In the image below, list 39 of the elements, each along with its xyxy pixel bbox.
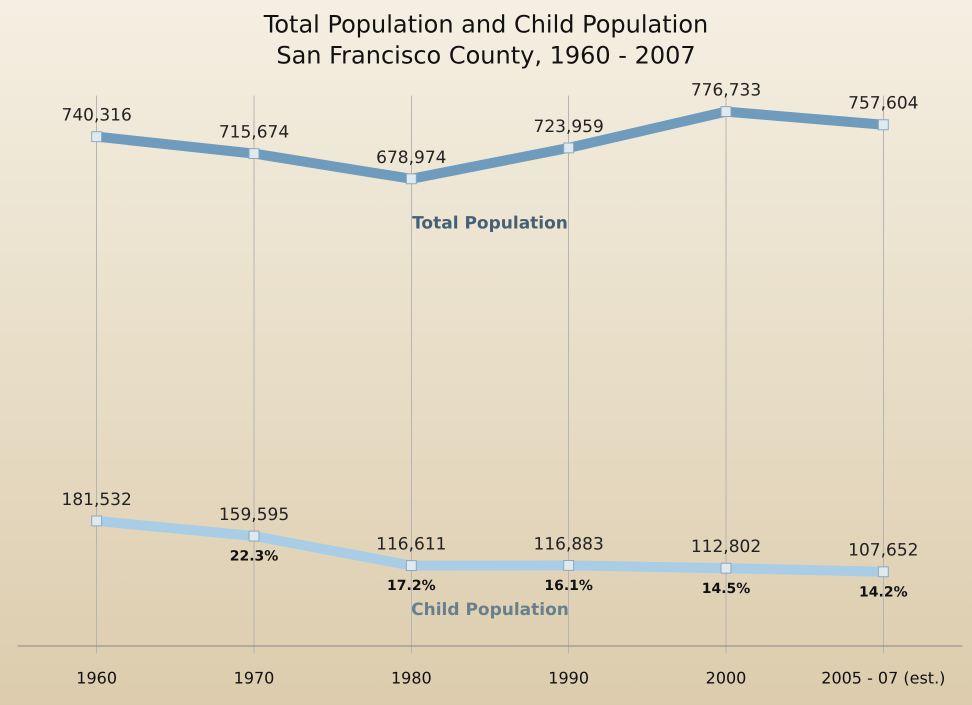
x-tick-label: 1960 bbox=[76, 668, 118, 688]
annotation: 17.2% bbox=[387, 578, 436, 594]
point bbox=[720, 106, 732, 118]
point bbox=[91, 131, 102, 142]
data-label: 107,652 bbox=[848, 540, 918, 561]
data-label: 181,532 bbox=[62, 490, 132, 510]
data-label: 757,604 bbox=[848, 94, 918, 114]
data-label: 740,316 bbox=[62, 106, 132, 126]
data-label: 715,674 bbox=[218, 122, 290, 143]
x-tick-label: 1980 bbox=[390, 668, 432, 688]
point bbox=[248, 530, 260, 542]
x-tick-label: 2000 bbox=[706, 668, 746, 688]
point bbox=[248, 148, 260, 160]
point bbox=[406, 173, 417, 184]
data-label: 116,883 bbox=[534, 534, 604, 554]
point bbox=[91, 516, 102, 526]
annotation: 14.5% bbox=[702, 580, 750, 597]
annotation: 14.2% bbox=[859, 584, 908, 600]
point bbox=[563, 560, 574, 571]
annotation: 16.1% bbox=[544, 578, 593, 594]
point bbox=[878, 119, 889, 130]
point bbox=[563, 142, 574, 154]
series-label: Child Population bbox=[411, 600, 569, 620]
point bbox=[720, 562, 732, 574]
x-tick-label: 1990 bbox=[548, 668, 590, 688]
data-label: 776,733 bbox=[690, 80, 762, 101]
data-label: 723,959 bbox=[534, 116, 604, 137]
chart-subtitle: San Francisco County, 1960 - 2007 bbox=[276, 41, 696, 70]
data-label: 116,611 bbox=[376, 534, 446, 555]
point bbox=[406, 560, 417, 572]
data-label: 678,974 bbox=[376, 148, 446, 168]
chart-title: Total Population and Child Population bbox=[262, 10, 708, 39]
series-label: Total Population bbox=[412, 213, 568, 234]
annotation: 22.3% bbox=[230, 548, 278, 565]
x-tick-label: 2005 - 07 (est.) bbox=[821, 668, 946, 688]
data-label: 112,802 bbox=[690, 537, 762, 558]
x-tick-label: 1970 bbox=[234, 668, 274, 688]
data-label: 159,595 bbox=[218, 504, 290, 525]
point bbox=[878, 566, 889, 578]
